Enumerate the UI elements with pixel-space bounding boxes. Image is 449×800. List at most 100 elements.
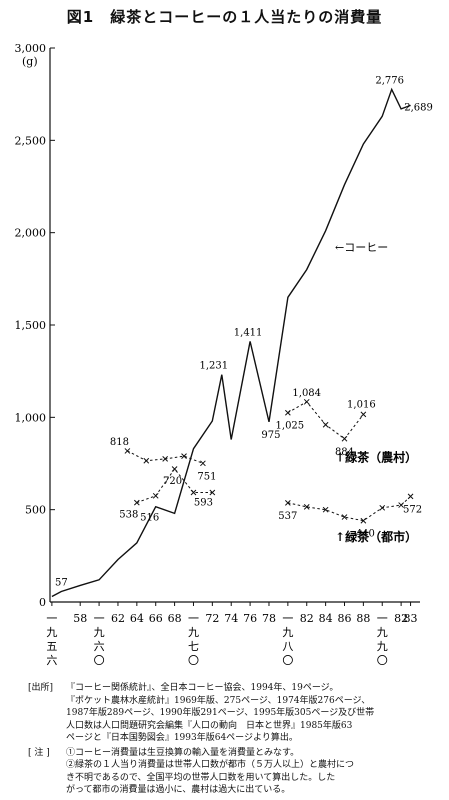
green-tea-urban-annotation: ↑緑茶（都市） <box>335 529 417 544</box>
source-note: [出所] 『コーヒー関係統計』、全日本コーヒー協会、1994年、19ページ。 『… <box>28 682 438 745</box>
y-axis-label: (g) <box>22 55 38 68</box>
x-tick-label-char: 一 <box>94 612 105 625</box>
data-label: 2,689 <box>404 102 433 113</box>
chart-title: 図1 緑茶とコーヒーの１人当たりの消費量 <box>66 8 383 26</box>
data-label: 975 <box>261 430 280 441</box>
x-tick-label: 74 <box>224 612 238 625</box>
green-tea-urban-marker <box>379 504 386 511</box>
x-tick-label-char: 一 <box>188 612 199 625</box>
source-body: 『コーヒー関係統計』、全日本コーヒー協会、1994年、19ページ。 『ポケット農… <box>66 682 438 745</box>
x-tick-label: 84 <box>319 612 333 625</box>
green-tea-rural-marker <box>200 460 206 467</box>
green-tea-urban-marker <box>341 514 348 520</box>
source-line: 1987年版289ページ、1990年版291ページ、1995年版305ページ及び… <box>66 708 375 718</box>
x-tick-label: 82 <box>300 612 314 625</box>
green-tea-rural-marker <box>181 453 187 459</box>
x-tick-label: 76 <box>243 612 257 625</box>
y-tick-label: 2,000 <box>15 227 47 240</box>
y-tick-label: 500 <box>25 504 46 517</box>
data-label: 57 <box>55 577 68 588</box>
y-tick-label: 3,000 <box>15 42 47 55</box>
data-label: 818 <box>110 437 129 448</box>
green-tea-urban-marker <box>171 466 178 472</box>
x-tick-label-char: 九 <box>46 626 57 639</box>
data-label: 1,231 <box>199 361 228 372</box>
x-tick-label-char: 〇 <box>377 654 388 667</box>
note-line: がって都市の消費量は過小に、農村は過大に出ている。 <box>66 785 291 795</box>
green-tea-urban-marker <box>360 517 367 524</box>
green-tea-rural-marker <box>162 456 169 462</box>
green-tea-rural-marker <box>143 457 150 464</box>
note-tag: [ 注 ] <box>28 747 50 758</box>
data-label: 1,411 <box>234 327 263 338</box>
source-line: 人口数は人口問題研究会編集『人口の動向 日本と世界』1985年版63 <box>66 720 353 731</box>
green-tea-urban-marker <box>190 489 197 496</box>
green-tea-urban-marker <box>152 492 159 499</box>
data-label: 1,084 <box>292 388 321 399</box>
green-tea-rural-marker <box>124 448 131 454</box>
coffee-line <box>51 87 411 598</box>
x-tick-label-char: 六 <box>94 640 105 653</box>
data-label: 2,776 <box>375 75 404 86</box>
x-tick-label: 64 <box>130 612 144 625</box>
data-label: 751 <box>197 471 216 482</box>
data-label: 1,025 <box>276 421 305 432</box>
x-tick-label: 68 <box>168 612 182 625</box>
y-tick-label: 0 <box>39 596 46 609</box>
green-tea-rural-marker <box>285 409 291 416</box>
data-label: 720 <box>163 476 182 487</box>
x-tick-label-char: 〇 <box>188 654 199 667</box>
x-tick-label-char: 九 <box>282 626 293 639</box>
x-tick-label: 78 <box>262 612 276 625</box>
x-tick-label-char: 九 <box>377 626 388 639</box>
x-tick-label: 58 <box>73 612 87 625</box>
y-tick-label: 1,000 <box>15 411 47 424</box>
green-tea-urban-marker <box>398 502 404 508</box>
y-tick-label: 1,500 <box>15 319 47 332</box>
source-line: 『コーヒー関係統計』、全日本コーヒー協会、1994年、19ページ。 <box>66 683 339 693</box>
notes-section: [出所] 『コーヒー関係統計』、全日本コーヒー協会、1994年、19ページ。 『… <box>28 682 438 797</box>
note-line: ②緑茶の１人当り消費量は世帯人口数が都市（５万人以上）と農村につ <box>66 760 355 770</box>
x-tick-label: 83 <box>404 612 418 625</box>
x-tick-label-char: 〇 <box>94 654 105 667</box>
note-body: ①コーヒー消費量は生豆換算の輸入量を消費量とみなす。 ②緑茶の１人当り消費量は世… <box>66 747 438 797</box>
green-tea-urban-marker <box>209 489 216 496</box>
green-tea-rural-annotation: ↑緑茶（農村） <box>335 450 417 465</box>
data-label: 1,016 <box>347 399 376 410</box>
x-tick-label-char: 八 <box>282 640 293 653</box>
green-tea-urban-marker <box>133 499 140 506</box>
source-line: ページと『日本国勢図会』1993年版64ページより算出。 <box>66 733 298 743</box>
green-tea-rural-marker <box>303 398 310 405</box>
green-tea-rural-marker <box>322 421 329 428</box>
y-tick-label: 2,500 <box>15 134 47 147</box>
x-tick-label-char: 〇 <box>282 654 293 667</box>
green-tea-urban-marker <box>303 504 310 510</box>
green-tea-urban-line-later <box>287 496 411 522</box>
x-tick-label: 62 <box>111 612 125 625</box>
x-tick-label: 86 <box>337 612 351 625</box>
coffee-annotation: ←コーヒー <box>335 241 388 254</box>
green-tea-rural-marker <box>341 435 348 442</box>
data-label: 537 <box>278 511 297 522</box>
green-tea-urban-marker <box>407 493 414 500</box>
x-tick-label: 66 <box>149 612 163 625</box>
x-tick-label-char: 九 <box>188 626 199 639</box>
x-tick-label-char: 九 <box>94 626 105 639</box>
green-tea-urban-marker <box>285 499 291 506</box>
green-tea-rural-marker <box>360 411 367 418</box>
data-label: 440 <box>356 529 375 540</box>
note-line: き不明であるので、全国平均の世帯人口数を用いて算出した。した <box>66 772 336 783</box>
data-label: 593 <box>194 497 213 508</box>
x-tick-label: 72 <box>205 612 219 625</box>
x-tick-label-char: 五 <box>46 640 57 653</box>
x-tick-label: 88 <box>356 612 370 625</box>
green-tea-urban-marker <box>322 506 329 513</box>
x-tick-label-char: 六 <box>46 654 57 667</box>
note-line: ①コーヒー消費量は生豆換算の輸入量を消費量とみなす。 <box>66 747 300 758</box>
data-label: 572 <box>403 504 422 515</box>
data-label: 538 <box>119 510 138 521</box>
x-tick-label-char: 一 <box>282 612 293 625</box>
x-tick-label-char: 九 <box>377 640 388 653</box>
source-tag: [出所] <box>28 683 54 693</box>
